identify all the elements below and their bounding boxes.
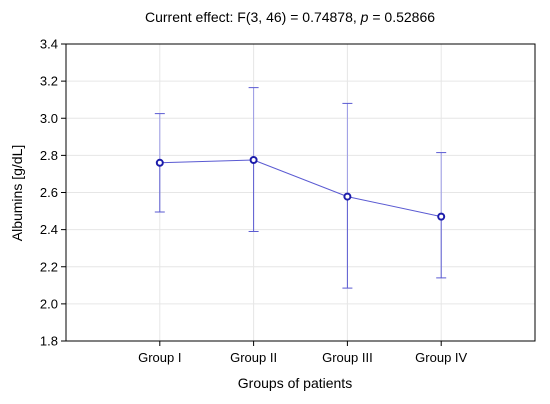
mean-line [159, 159, 442, 218]
error-bars [154, 87, 447, 289]
error-bar [154, 113, 165, 213]
y-tick-label: 2.6 [40, 185, 58, 200]
chart-title: Current effect: F(3, 46) = 0.74878, p = … [145, 9, 435, 25]
error-bar [248, 87, 259, 232]
y-tick-label: 3.0 [40, 111, 58, 126]
data-points [155, 156, 446, 221]
grid [66, 44, 535, 341]
error-bar [436, 152, 447, 279]
x-tick-label: Group I [138, 350, 181, 365]
y-tick-label: 1.8 [40, 334, 58, 349]
data-point [155, 158, 164, 167]
y-tick-label: 3.2 [40, 74, 58, 89]
y-tick-label: 2.0 [40, 296, 58, 311]
x-axis-label: Groups of patients [238, 375, 352, 391]
y-tick-label: 2.2 [40, 259, 58, 274]
x-tick-label: Group IV [415, 350, 467, 365]
x-tick-label: Group II [230, 350, 277, 365]
error-bar [342, 102, 353, 289]
y-tick-label: 3.4 [40, 37, 58, 52]
y-tick-label: 2.4 [40, 222, 58, 237]
series-line [159, 159, 442, 218]
data-point [437, 212, 446, 221]
x-tick-label: Group III [322, 350, 373, 365]
y-tick-label: 2.8 [40, 148, 58, 163]
data-point [249, 156, 258, 165]
y-axis-label: Albumins [g/dL] [9, 145, 25, 242]
y-axis-ticks: 1.8 2.0 2.2 2.4 2.6 2.8 3.0 3.2 3.4 [40, 37, 66, 349]
x-axis-ticks: Group I Group II Group III Group IV [138, 341, 468, 365]
data-point [343, 192, 352, 201]
